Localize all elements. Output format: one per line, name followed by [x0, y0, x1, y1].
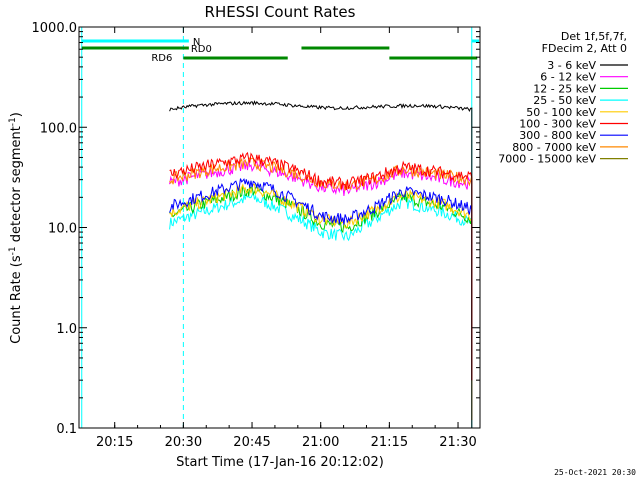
- chart-title: RHESSI Count Rates: [205, 3, 356, 21]
- y-axis-label: Count Rate (s-1 detector segment-1): [8, 112, 24, 344]
- series-line-3: [169, 190, 473, 381]
- y-tick-label-1: 100.0: [40, 121, 77, 136]
- y-axis-label-sup: -1: [8, 246, 18, 255]
- series-line-6: [169, 178, 473, 381]
- y-axis-label-main: Count Rate (s: [9, 255, 24, 344]
- y-axis-label-end: ): [9, 112, 24, 117]
- legend-label-5: 100 - 300 keV: [519, 118, 596, 131]
- legend-label-6: 300 - 800 keV: [519, 129, 596, 142]
- flag-label-n: N: [193, 37, 200, 48]
- legend-label-3: 25 - 50 keV: [533, 94, 596, 107]
- y-axis-label-mid: detector segment: [9, 126, 24, 246]
- y-tick-label-0: 1000.0: [32, 21, 78, 36]
- legend-label-8: 7000 - 15000 keV: [498, 153, 596, 166]
- y-tick-label-4: 0.1: [56, 422, 77, 437]
- legend-label-2: 12 - 25 keV: [533, 82, 596, 95]
- x-axis: 20:15 20:30 20:45 21:00 21:15 21:30: [96, 27, 477, 450]
- series-line-4: [169, 183, 473, 381]
- render-timestamp: 25-Oct-2021 20:30: [554, 468, 636, 477]
- y-tick-label-2: 10.0: [48, 222, 77, 237]
- legend: Det 1f,5f,7f, FDecim 2, Att 0 3 - 6 keV6…: [498, 30, 628, 166]
- legend-label-7: 800 - 7000 keV: [512, 141, 596, 154]
- x-tick-label-5: 21:30: [439, 435, 476, 450]
- legend-label-4: 50 - 100 keV: [526, 106, 596, 119]
- y-tick-label-3: 1.0: [56, 322, 77, 337]
- y-axis: 1000.0 100.0 10.0 1.0 0.1: [32, 21, 480, 437]
- axes-frame: [78, 26, 481, 429]
- series-line-2: [169, 183, 473, 381]
- x-tick-label-2: 20:45: [233, 435, 270, 450]
- y-axis-label-sup2: -1: [8, 117, 18, 126]
- series-line-1: [169, 159, 473, 381]
- x-axis-label: Start Time (17-Jan-16 20:12:02): [176, 455, 384, 470]
- legend-header-line-2: FDecim 2, Att 0: [542, 42, 627, 55]
- legend-header-line-1: Det 1f,5f,7f,: [561, 30, 627, 43]
- series-line-0: [169, 100, 473, 428]
- flag-label-rd0: RD0: [191, 44, 212, 55]
- x-tick-label-0: 20:15: [96, 435, 133, 450]
- series-line-5: [169, 151, 473, 381]
- x-tick-label-3: 21:00: [302, 435, 339, 450]
- legend-label-1: 6 - 12 keV: [540, 71, 596, 84]
- x-tick-label-4: 21:15: [371, 435, 408, 450]
- flag-label-rd6: RD6: [151, 53, 172, 64]
- series-line-7: [169, 157, 473, 421]
- x-tick-label-1: 20:30: [165, 435, 202, 450]
- legend-label-0: 3 - 6 keV: [547, 59, 596, 72]
